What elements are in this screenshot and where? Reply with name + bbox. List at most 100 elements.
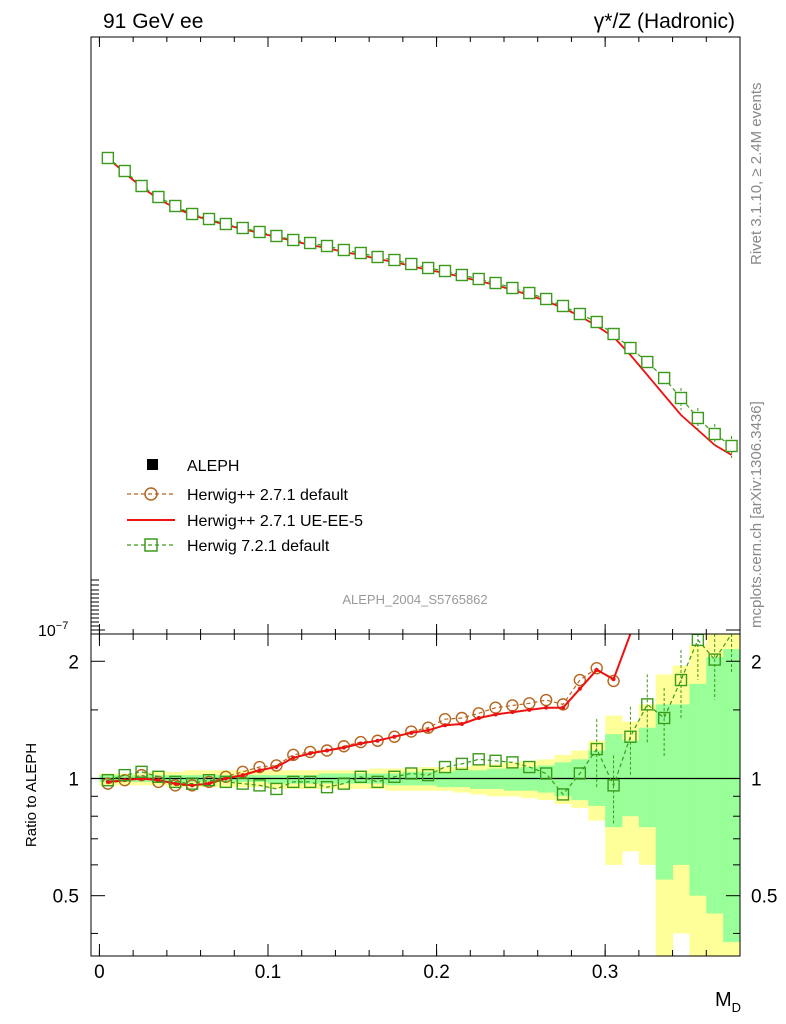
ue-ee5-ratio-point [190, 783, 195, 788]
ue-ee5-ratio-point [358, 741, 363, 746]
ratio-band-green [386, 773, 404, 786]
herwig721-main-marker [337, 243, 351, 257]
herwig721-ratio-marker [135, 765, 148, 779]
ratio-band-green [655, 704, 674, 880]
ue-ee5-ratio-point [375, 738, 380, 743]
ratio-band-green [268, 775, 286, 784]
herwigpp-default-ratio-marker [388, 730, 401, 743]
herwig721-main-marker [573, 307, 587, 321]
herwig721-ratio-marker [270, 782, 283, 796]
herwig721-ratio-marker [405, 767, 418, 780]
herwig721-main-marker [101, 151, 115, 165]
herwig721-main-marker [506, 281, 519, 295]
herwig721-main-marker [152, 190, 165, 204]
ratio-band-green [301, 775, 320, 784]
herwig721-ratio-marker [219, 775, 233, 789]
herwig721-main-marker [523, 286, 536, 300]
ue-ee5-ratio-point [577, 686, 582, 691]
herwig721-main-marker [270, 229, 283, 243]
herwig721-main-marker [135, 179, 148, 193]
legend: ALEPH Herwig++ 2.7.1 default Herwig++ 2.… [127, 458, 363, 555]
herwig721-ratio-marker [337, 777, 351, 790]
herwig721-main-marker [169, 199, 182, 213]
herwigpp-default-ratio-marker [539, 693, 553, 707]
ue-ee5-ratio-point [223, 776, 228, 781]
ue-ee5-ratio-point [527, 707, 532, 712]
ue-ee5-ratio-point [325, 748, 329, 753]
analysis-watermark: ALEPH_2004_S5765862 [342, 592, 487, 607]
ratio-band-green [706, 657, 724, 914]
herwig721-main-marker [438, 264, 452, 278]
ue-ee5-ratio-point [173, 781, 178, 786]
header-left-title: 91 GeV ee [103, 10, 203, 33]
herwigpp-default-ratio-marker [607, 674, 620, 688]
ratio-ytick-label-right: 1 [751, 769, 762, 790]
main-axis-ticks [91, 37, 740, 634]
herwigpp-default-ratio-marker [573, 673, 587, 687]
herwig721-main-marker [287, 233, 300, 247]
ratio-plot-frame [90, 633, 741, 957]
ue-ee5-ratio-point [291, 755, 296, 760]
herwig721-main-marker [556, 299, 570, 313]
herwig721-main-marker [253, 225, 266, 239]
ratio-band-green [689, 683, 707, 896]
herwigpp-default-ratio-marker [287, 748, 300, 762]
herwig721-main-marker [624, 341, 637, 355]
herwig721-ratio-marker [455, 757, 469, 771]
ue-ee5-ratio-point [510, 710, 515, 715]
herwig721-main-marker [421, 261, 435, 275]
herwig721-ratio-marker [253, 779, 266, 792]
ratio-xtick-label: 0.1 [255, 962, 281, 983]
herwig721-ratio-marker [539, 767, 553, 780]
herwig721-ratio-marker [320, 780, 334, 794]
mcplots-label: mcplots.cern.ch [arXiv:1306.3436] [748, 401, 765, 628]
herwig721-main-marker [388, 253, 401, 267]
ue-ee5-ratio-point [476, 715, 481, 720]
herwig721-ratio-marker [506, 756, 519, 769]
herwig721-main-marker [185, 207, 199, 221]
herwig721-main-marker [405, 257, 418, 271]
herwig721-ratio-marker [708, 653, 721, 666]
ratio-band-green [672, 704, 690, 865]
herwig721-ratio-line [107, 633, 733, 796]
herwig721-ratio-marker [624, 730, 637, 743]
ratio-band-green [436, 771, 454, 788]
herwig721-ratio-marker [523, 760, 536, 774]
ue-ee5-ratio-point [459, 722, 464, 727]
herwig721-ratio-marker [590, 742, 603, 756]
herwig721-ratio-marker [118, 768, 131, 782]
herwig721-main-marker [472, 272, 485, 286]
herwig721-main-marker [202, 212, 216, 226]
ratio-band-green [284, 775, 303, 784]
herwig721-main-marker [489, 276, 502, 290]
ratio-xtick-label: 0.3 [592, 962, 618, 983]
herwig721-main-marker [455, 268, 469, 282]
ratio-ytick-label: 2 [68, 652, 79, 673]
herwig721-main-marker [691, 411, 705, 425]
legend-marker-herwig721 [144, 538, 158, 552]
ratio-plot-series [91, 633, 741, 956]
herwig721-ratio-marker [371, 775, 384, 789]
herwig721-ratio-marker [607, 779, 620, 792]
herwigpp-default-ratio-marker [556, 698, 570, 711]
ratio-xtick-label: 0 [94, 962, 105, 983]
ue-ee5-main-line [107, 157, 733, 456]
ue-ee5-ratio-point [611, 677, 616, 682]
ue-ee5-ratio-point [426, 728, 431, 733]
herwig721-ratio-marker [472, 753, 485, 766]
ue-ee5-ratio-point [493, 712, 498, 717]
ue-ee5-ratio-point [392, 734, 397, 739]
x-axis-label: MD [715, 989, 741, 1015]
herwig721-main-marker [236, 221, 249, 235]
ratio-band-green [554, 762, 572, 797]
herwig721-main-marker [708, 427, 721, 441]
herwig721-ratio-marker [202, 773, 216, 787]
herwig721-main-marker [303, 236, 317, 250]
ratio-band-green [504, 768, 522, 791]
ue-ee5-ratio-line [107, 633, 632, 787]
ratio-band-green [571, 759, 589, 801]
herwig721-ratio-marker [388, 770, 401, 783]
ue-ee5-ratio-point [308, 751, 313, 756]
herwig721-ratio-marker [556, 788, 570, 801]
